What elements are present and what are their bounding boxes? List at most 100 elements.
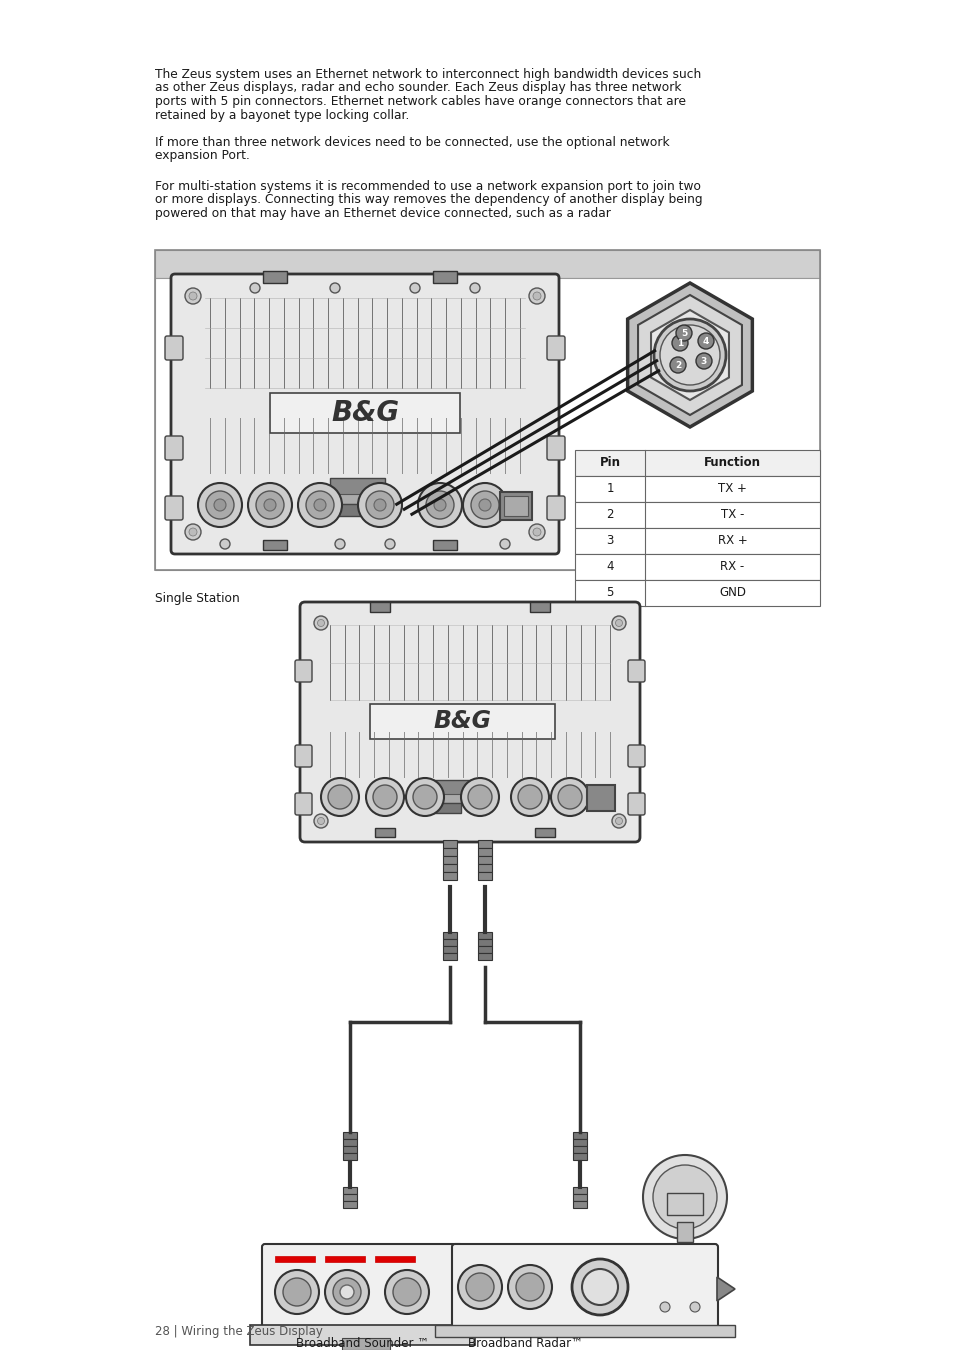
Text: 4: 4 xyxy=(702,336,708,346)
Circle shape xyxy=(320,778,358,815)
Text: GND: GND xyxy=(719,586,745,599)
Polygon shape xyxy=(638,296,741,414)
Bar xyxy=(263,271,287,284)
Circle shape xyxy=(317,818,324,825)
Bar xyxy=(343,1202,356,1208)
Circle shape xyxy=(529,288,544,304)
Circle shape xyxy=(255,491,284,518)
Bar xyxy=(325,1256,365,1262)
Circle shape xyxy=(185,288,201,304)
Circle shape xyxy=(669,356,685,373)
Bar xyxy=(263,540,287,549)
Circle shape xyxy=(533,528,540,536)
FancyBboxPatch shape xyxy=(627,660,644,682)
Circle shape xyxy=(507,1265,552,1310)
Bar xyxy=(575,580,820,606)
Bar xyxy=(154,278,820,570)
Text: If more than three network devices need to be connected, use the optional networ: If more than three network devices need … xyxy=(154,136,669,148)
Bar xyxy=(435,1324,734,1336)
Bar xyxy=(573,1146,586,1153)
Circle shape xyxy=(533,292,540,300)
Text: B&G: B&G xyxy=(331,400,398,427)
Circle shape xyxy=(417,483,461,526)
FancyBboxPatch shape xyxy=(299,602,639,842)
Text: Pin: Pin xyxy=(598,456,619,470)
Circle shape xyxy=(698,333,713,350)
Text: 5: 5 xyxy=(680,328,686,338)
Circle shape xyxy=(612,814,625,828)
Circle shape xyxy=(478,500,491,512)
Circle shape xyxy=(615,818,622,825)
Circle shape xyxy=(696,352,711,369)
Circle shape xyxy=(264,500,275,512)
Text: For multi-station systems it is recommended to use a network expansion port to j: For multi-station systems it is recommen… xyxy=(154,180,700,193)
Circle shape xyxy=(283,1278,311,1305)
Bar xyxy=(677,1222,692,1242)
FancyBboxPatch shape xyxy=(546,336,564,360)
Circle shape xyxy=(676,325,691,342)
Circle shape xyxy=(468,784,492,809)
Bar xyxy=(535,828,555,837)
Circle shape xyxy=(615,620,622,626)
Circle shape xyxy=(642,1156,726,1239)
Circle shape xyxy=(413,784,436,809)
Bar xyxy=(477,872,492,880)
Circle shape xyxy=(410,284,419,293)
Bar xyxy=(573,1153,586,1160)
FancyBboxPatch shape xyxy=(262,1243,462,1328)
Circle shape xyxy=(250,284,260,293)
Circle shape xyxy=(393,1278,420,1305)
Circle shape xyxy=(274,1270,318,1314)
Circle shape xyxy=(581,1269,618,1305)
Circle shape xyxy=(220,539,230,549)
Text: Single Station: Single Station xyxy=(154,593,239,605)
Circle shape xyxy=(314,500,326,512)
Circle shape xyxy=(185,524,201,540)
Bar xyxy=(429,803,460,813)
Circle shape xyxy=(499,539,510,549)
Circle shape xyxy=(306,491,334,518)
Circle shape xyxy=(529,524,544,540)
Circle shape xyxy=(366,491,394,518)
Text: RX +: RX + xyxy=(717,535,746,548)
FancyBboxPatch shape xyxy=(546,495,564,520)
Text: 2: 2 xyxy=(674,360,680,370)
Circle shape xyxy=(652,1165,717,1228)
FancyBboxPatch shape xyxy=(627,745,644,767)
Bar xyxy=(575,477,820,502)
Circle shape xyxy=(470,284,479,293)
Circle shape xyxy=(471,491,498,518)
Text: Broadband Radar™: Broadband Radar™ xyxy=(467,1336,582,1350)
Polygon shape xyxy=(717,1277,734,1301)
FancyBboxPatch shape xyxy=(294,745,312,767)
Circle shape xyxy=(328,784,352,809)
Circle shape xyxy=(426,491,454,518)
Bar xyxy=(666,1193,702,1215)
Circle shape xyxy=(385,539,395,549)
Bar xyxy=(433,540,456,549)
Bar xyxy=(477,840,492,848)
Circle shape xyxy=(189,528,196,536)
Circle shape xyxy=(297,483,341,526)
Bar xyxy=(499,491,532,520)
Bar xyxy=(575,502,820,528)
Bar xyxy=(477,946,492,953)
Bar xyxy=(343,1139,356,1146)
FancyBboxPatch shape xyxy=(165,495,183,520)
Bar xyxy=(573,1133,586,1139)
Circle shape xyxy=(551,778,588,815)
FancyBboxPatch shape xyxy=(546,436,564,460)
Bar xyxy=(573,1202,586,1208)
Bar xyxy=(442,953,456,960)
Bar xyxy=(442,840,456,848)
Bar xyxy=(442,872,456,880)
Bar xyxy=(343,1153,356,1160)
Bar xyxy=(433,271,456,284)
Bar xyxy=(343,1187,356,1193)
Bar xyxy=(573,1187,586,1193)
Bar xyxy=(442,931,456,940)
Circle shape xyxy=(317,620,324,626)
Circle shape xyxy=(330,284,339,293)
Bar xyxy=(477,953,492,960)
Circle shape xyxy=(357,483,401,526)
